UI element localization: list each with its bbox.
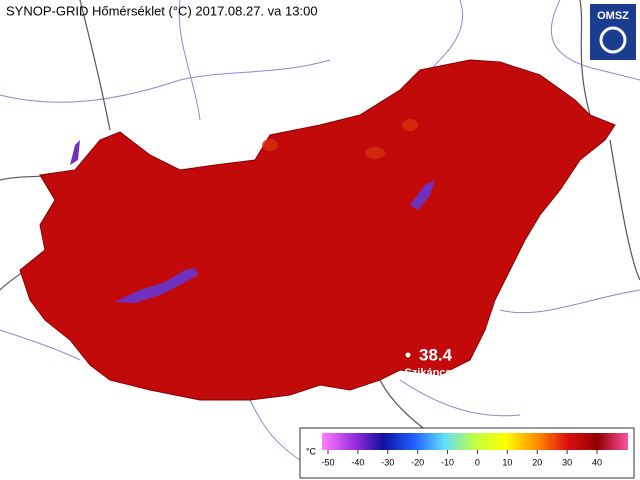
logo-text: OMSZ [597,10,629,22]
colorbar-tick-label: -10 [441,457,454,467]
lake-ferto [70,140,80,165]
colorbar-unit: °C [306,446,317,456]
colorbar-tick-label: -50 [321,457,334,467]
river [249,399,301,461]
colorbar-tick-label: 40 [592,457,602,467]
warm-spots [262,119,418,159]
river [399,379,521,417]
colorbar-tick-label: 0 [475,457,480,467]
river [550,0,640,81]
colorbar-strip [322,433,628,450]
max-value: 38.4 [419,345,453,364]
rivers [0,0,640,461]
lakes [70,140,435,303]
river [0,59,331,103]
border [609,139,640,281]
border [79,0,111,131]
warm-spot [262,139,278,151]
warm-spot [402,119,418,131]
logo: OMSZ [590,4,636,60]
title: SYNOP-GRID Hőmérséklet (°C) 2017.08.27. … [6,3,318,18]
station-name: Szikáncs [404,367,451,379]
colorbar: °C -50 -40 -30 -20 -10 0 10 20 30 40 [299,427,635,479]
colorbar-tick-label: 10 [502,457,512,467]
colorbar-tick-label: 20 [532,457,542,467]
river [0,329,81,361]
river [429,0,464,71]
border [579,0,591,116]
colorbar-tick-label: 30 [562,457,572,467]
colorbar-tick-label: -30 [381,457,394,467]
colorbar-tick-label: -20 [411,457,424,467]
river [178,0,201,121]
station-dot [405,352,411,358]
warm-spot [365,147,385,159]
river [499,289,640,314]
colorbar-tick-label: -40 [351,457,364,467]
lake-balaton [115,268,198,303]
lake-tisza [410,180,435,210]
logo-swirl [599,26,627,54]
